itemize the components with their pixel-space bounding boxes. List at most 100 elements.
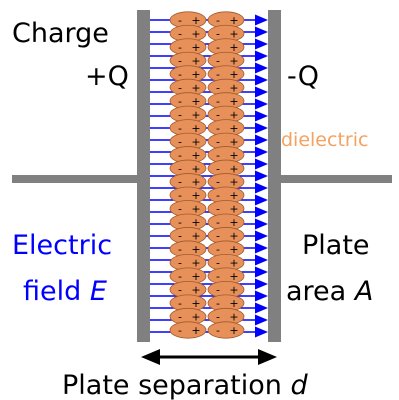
dipole-positive-sign: + [191, 189, 200, 202]
dipole-negative-sign: - [178, 95, 182, 108]
dipole-negative-sign: - [216, 324, 220, 337]
dipole-negative-sign: - [178, 108, 182, 121]
dipole-negative-sign: - [216, 311, 220, 324]
plate-area-label-line2: area A [286, 276, 373, 307]
dipole-negative-sign: - [178, 122, 182, 135]
dipole-positive-sign: + [191, 297, 200, 310]
field-arrowhead [255, 86, 268, 98]
positive-plate [137, 10, 150, 342]
dipole-positive-sign: + [229, 95, 238, 108]
dipole-positive-sign: + [191, 284, 200, 297]
dipole-positive-sign: + [229, 41, 238, 54]
dipole-negative-sign: - [178, 149, 182, 162]
dielectric-dipoles: - + - +- + - +- + - +- + - +- + - +- + - +- + - +- + - +- + - +- + - +… [169, 11, 245, 339]
field-arrowhead [255, 230, 268, 242]
field-arrowhead [255, 98, 268, 110]
dipole-positive-sign: + [191, 135, 200, 148]
dipole: - + [207, 307, 245, 326]
right-wire [272, 175, 392, 183]
field-arrowhead [255, 62, 268, 74]
electric-field-label-line1: Electric [12, 230, 112, 261]
dipole: - + [207, 321, 245, 339]
field-arrowhead [255, 134, 268, 146]
dipole-positive-sign: + [191, 108, 200, 121]
dipole-negative-sign: - [216, 203, 220, 216]
dipole-positive-sign: + [229, 203, 238, 216]
dipole-negative-sign: - [216, 216, 220, 229]
dipole-negative-sign: - [216, 176, 220, 189]
dipole-negative-sign: - [178, 41, 182, 54]
dipole-positive-sign: + [229, 189, 238, 202]
field-arrowhead [255, 266, 268, 278]
dipole-positive-sign: + [229, 122, 238, 135]
dipole-negative-sign: - [178, 189, 182, 202]
dipole-positive-sign: + [229, 68, 238, 81]
dipole-negative-sign: - [216, 189, 220, 202]
field-line [150, 62, 268, 74]
field-arrowhead [255, 38, 268, 50]
dipole-negative-sign: - [178, 203, 182, 216]
field-arrowhead [255, 278, 268, 290]
field-arrowhead [255, 242, 268, 254]
dipole-positive-sign: + [191, 216, 200, 229]
positive-charge-label: +Q [85, 61, 129, 92]
field-arrowhead [255, 50, 268, 62]
dipole-positive-sign: + [191, 149, 200, 162]
charge-label: Charge [12, 18, 109, 49]
dipole-negative-sign: - [216, 27, 220, 40]
dipole: - + [169, 186, 207, 204]
dipole-negative-sign: - [216, 270, 220, 283]
dipole: - + [207, 78, 245, 96]
dipole-positive-sign: + [191, 257, 200, 270]
negative-plate [268, 10, 281, 342]
field-line [150, 170, 268, 182]
dipole-negative-sign: - [178, 311, 182, 324]
field-arrowhead [255, 206, 268, 218]
dipole-negative-sign: - [216, 41, 220, 54]
plate-separation-label: Plate separation d [62, 370, 308, 400]
field-arrowhead [255, 194, 268, 206]
dipole-negative-sign: - [178, 135, 182, 148]
dipole: - + [169, 51, 207, 70]
field-arrowhead [255, 326, 268, 338]
dipole-negative-sign: - [216, 162, 220, 175]
dipole: - + [207, 38, 245, 56]
dipole-negative-sign: - [216, 230, 220, 243]
dipole-positive-sign: + [191, 162, 200, 175]
dipole: - + [169, 240, 207, 258]
dipole-positive-sign: + [229, 297, 238, 310]
dipole-negative-sign: - [216, 257, 220, 270]
dipole-negative-sign: - [178, 176, 182, 189]
dipole-positive-sign: + [229, 324, 238, 337]
dipole-negative-sign: - [178, 257, 182, 270]
field-arrowhead [255, 158, 268, 170]
dipole-negative-sign: - [216, 122, 220, 135]
dipole-positive-sign: + [191, 54, 200, 67]
electric-field-label-line2: field E [23, 276, 107, 307]
field-arrowhead [255, 26, 268, 38]
dipole: - + [169, 321, 207, 339]
dipole-positive-sign: + [229, 216, 238, 229]
dipole-positive-sign: + [191, 27, 200, 40]
dipole-positive-sign: + [191, 176, 200, 189]
dipole-positive-sign: + [191, 81, 200, 94]
dipole: - + [169, 267, 207, 285]
dipole-negative-sign: - [178, 54, 182, 67]
dipole-negative-sign: - [216, 54, 220, 67]
left-wire [12, 175, 142, 183]
dipole: - + [207, 280, 245, 299]
dipole-positive-sign: + [191, 243, 200, 256]
dipole-positive-sign: + [229, 284, 238, 297]
electric-field-symbol: E [90, 276, 107, 307]
dipole-positive-sign: + [191, 122, 200, 135]
dipole-positive-sign: + [229, 257, 238, 270]
dipole: - + [207, 240, 245, 258]
dipole-positive-sign: + [191, 41, 200, 54]
dipole-positive-sign: + [229, 230, 238, 243]
plate-area-symbol: A [353, 276, 373, 307]
dipole-positive-sign: + [229, 54, 238, 67]
field-line [150, 290, 268, 302]
field-arrowhead [255, 254, 268, 266]
negative-charge-label: -Q [287, 61, 319, 92]
